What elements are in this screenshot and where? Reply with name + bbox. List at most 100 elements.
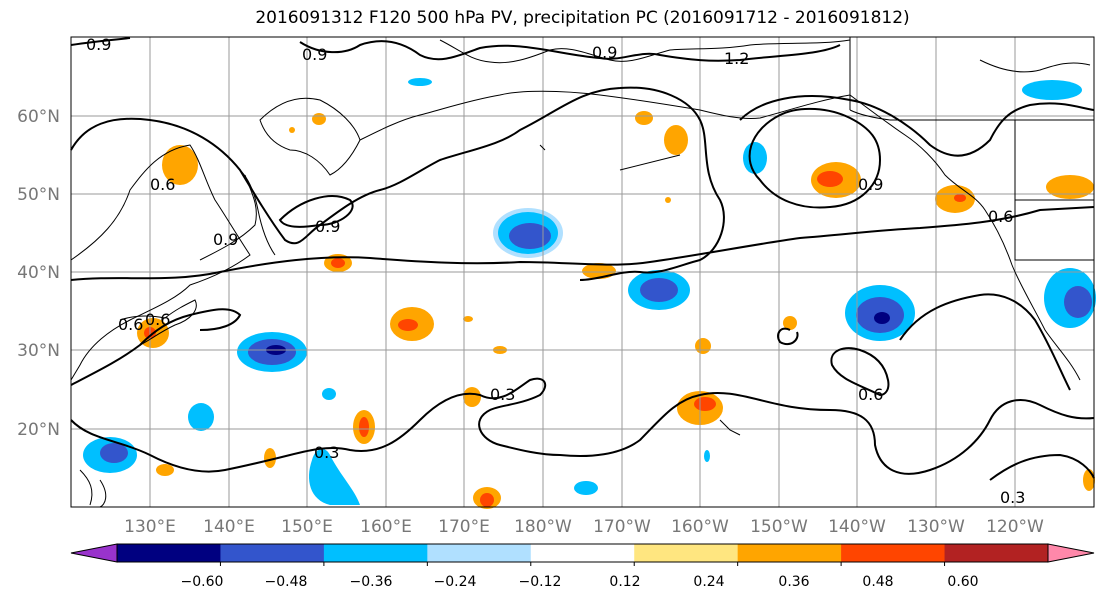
arctic-coast	[439, 39, 851, 64]
lon-label: 180°W	[514, 517, 572, 537]
colorbar-extend-left	[70, 543, 118, 563]
kamchatka-coast	[259, 97, 361, 176]
precip-blob	[322, 388, 336, 400]
lat-label: 30°N	[17, 341, 60, 361]
precip-blob	[398, 319, 418, 331]
contour-label: 0.6	[118, 315, 143, 334]
precip-blob	[162, 145, 198, 185]
precip-blob	[664, 125, 688, 155]
precip-blob	[480, 493, 494, 507]
lon-labels: 130°E 140°E 150°E 160°E 170°E 180°W 170°…	[124, 517, 1044, 537]
lat-label: 20°N	[17, 420, 60, 440]
lon-label: 150°E	[281, 517, 333, 537]
colorbar-segments	[116, 543, 1049, 563]
colorbar-labels: −0.60 −0.48 −0.36 −0.24 −0.12 0.12 0.24 …	[181, 574, 979, 590]
philippines-coast	[79, 469, 107, 508]
contour-label: 0.9	[86, 35, 111, 54]
precip-blob	[463, 316, 473, 322]
precip-blob	[574, 481, 598, 495]
colorbar-tick-label: −0.24	[434, 574, 477, 590]
pv-contour	[830, 347, 890, 397]
pv-contour	[777, 327, 799, 346]
lon-label: 130°E	[124, 517, 176, 537]
pv-contour	[748, 107, 882, 209]
asia-coast	[70, 144, 251, 381]
lat-labels: 60°N 50°N 40°N 30°N 20°N	[17, 107, 60, 440]
colorbar-tick-label: −0.60	[181, 574, 224, 590]
colorbar-segment	[427, 544, 532, 562]
lon-label: 150°W	[750, 517, 808, 537]
pv-contour	[299, 40, 841, 62]
precip-blob	[188, 403, 214, 431]
precip-blob	[817, 171, 843, 187]
contour-label: 0.6	[150, 175, 175, 194]
contour-label: 0.9	[858, 175, 883, 194]
lon-label: 140°E	[203, 517, 255, 537]
precip-blob	[635, 111, 653, 125]
precip-blob	[509, 223, 551, 249]
lon-label: 170°W	[593, 517, 651, 537]
precip-blob	[704, 450, 710, 462]
japan-coast	[119, 299, 197, 346]
colorbar-ticks	[219, 562, 946, 566]
precip-blob	[783, 316, 797, 330]
precip-blob	[264, 448, 276, 468]
precip-blob	[359, 417, 369, 437]
alaska-islands	[979, 59, 1091, 73]
contour-label: 0.3	[490, 385, 515, 404]
contour-label: 0.9	[302, 45, 327, 64]
pv-contours	[70, 37, 1095, 481]
colorbar-tick-label: −0.12	[519, 574, 562, 590]
lon-label: 120°W	[986, 517, 1044, 537]
colorbar-segment	[634, 544, 739, 562]
graticule	[71, 37, 1094, 507]
lon-label: 160°E	[360, 517, 412, 537]
colorbar-segment	[220, 544, 325, 562]
coastlines	[70, 37, 1094, 508]
colorbar-tick-label: 0.24	[693, 574, 724, 590]
pv-contour	[739, 95, 1095, 157]
precip-blob	[309, 448, 360, 505]
contour-label: 0.6	[145, 310, 170, 329]
pv-contour	[70, 86, 725, 281]
lon-label: 140°W	[828, 517, 886, 537]
precip-blob	[1064, 286, 1092, 318]
pv-contour	[278, 195, 354, 228]
colorbar-tick-label: 0.48	[862, 574, 893, 590]
colorbar-segment	[841, 544, 946, 562]
kuril-coast	[239, 169, 276, 256]
lon-label: 170°E	[438, 517, 490, 537]
colorbar-segment	[737, 544, 842, 562]
precip-blob	[695, 338, 711, 354]
precip-blob	[694, 397, 716, 411]
colorbar: −0.60 −0.48 −0.36 −0.24 −0.12 0.12 0.24 …	[70, 543, 1095, 590]
precip-blob	[1083, 469, 1095, 491]
colorbar-tick-label: −0.48	[265, 574, 308, 590]
precip-blob	[331, 258, 345, 268]
pv-contour	[899, 293, 1071, 391]
contour-labels: 0.9 0.9 0.9 1.2 0.9 0.9 0.9 0.6 0.6 0.6 …	[86, 35, 1025, 507]
precip-blob	[1046, 175, 1094, 199]
bering-coast	[359, 37, 851, 141]
precip-blob	[743, 142, 767, 174]
precip-blob	[665, 197, 671, 203]
contour-label: 0.3	[1000, 488, 1025, 507]
colorbar-extend-right	[1047, 543, 1095, 563]
lat-label: 40°N	[17, 263, 60, 283]
contour-label: 0.9	[213, 230, 238, 249]
colorbar-segment	[944, 544, 1049, 562]
contour-label: 0.9	[315, 217, 340, 236]
contour-label: 1.2	[724, 49, 749, 68]
pv-contour	[989, 453, 1095, 481]
contour-label: 0.6	[988, 207, 1013, 226]
colorbar-segment	[530, 544, 635, 562]
pv-contour	[70, 206, 1095, 281]
lon-label: 130°W	[907, 517, 965, 537]
precip-blob	[463, 387, 481, 407]
colorbar-tick-label: 0.36	[778, 574, 809, 590]
precip-blob	[100, 443, 128, 463]
precip-blob	[954, 194, 966, 202]
precip-blob	[1022, 80, 1082, 100]
lat-label: 50°N	[17, 185, 60, 205]
